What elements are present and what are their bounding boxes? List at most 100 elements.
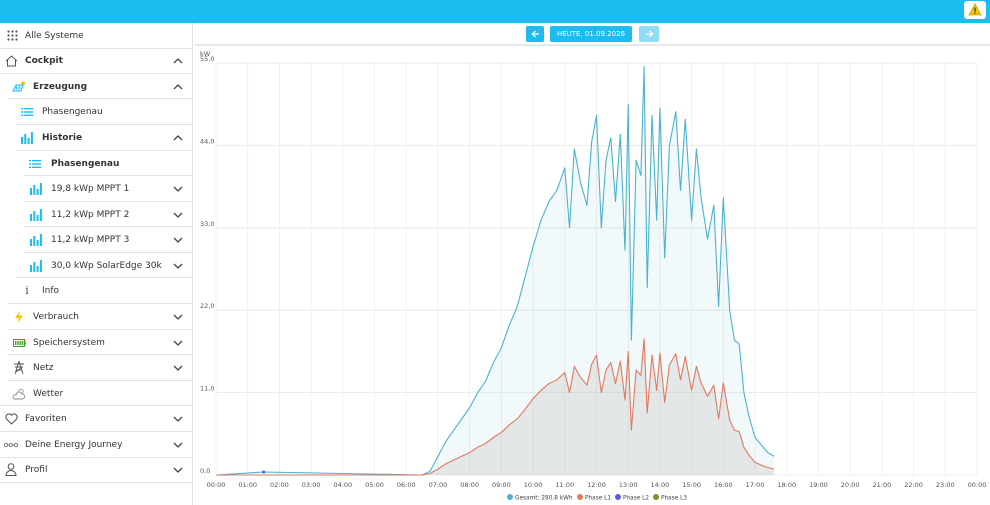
legend-item[interactable]: Phase L3 <box>653 494 687 502</box>
chevron-down-icon[interactable] <box>172 337 184 349</box>
list-icon <box>20 105 34 119</box>
sidebar-item-all-systems[interactable]: Alle Systeme <box>0 23 193 48</box>
chevron-up-icon[interactable] <box>172 132 184 144</box>
x-tick-label: 10:00 <box>524 481 543 489</box>
lightning-icon <box>12 310 26 324</box>
x-tick-label: 13:00 <box>619 481 638 489</box>
legend-item[interactable]: Gesamt: 280,8 kWh <box>507 494 573 502</box>
x-tick-label: 12:00 <box>587 481 606 489</box>
divider <box>16 277 193 278</box>
series-area-phase-l1 <box>216 338 775 475</box>
chevron-down-icon[interactable] <box>172 183 184 195</box>
top-bar <box>0 0 990 23</box>
sidebar-item-phasengenau[interactable]: Phasengenau <box>0 99 193 124</box>
x-tick-label: 05:00 <box>365 481 384 489</box>
y-tick-label: 33,0 <box>200 220 214 228</box>
x-tick-label: 06:00 <box>397 481 416 489</box>
sidebar-item-speichersystem[interactable]: Speichersystem <box>0 330 193 355</box>
y-tick-label: 55,0 <box>200 55 214 63</box>
x-tick-label: 02:00 <box>270 481 289 489</box>
sidebar-item-mppt-1[interactable]: 19,8 kWp MPPT 1 <box>0 176 193 201</box>
x-tick-label: 03:00 <box>302 481 321 489</box>
y-axis-unit: kW <box>200 50 211 58</box>
chart-lines <box>215 66 775 476</box>
date-navigation: HEUTE, 01.09.2026 <box>194 23 990 45</box>
sidebar-item-profil[interactable]: Profil <box>0 457 193 482</box>
sidebar-item-mppt-2[interactable]: 11,2 kWp MPPT 2 <box>0 202 193 227</box>
warning-button[interactable] <box>964 1 986 19</box>
x-tick-label: 18:00 <box>777 481 796 489</box>
x-tick-label: 00:00 <box>968 481 987 489</box>
sidebar-item-solaredge[interactable]: 30,0 kWp SolarEdge 30k <box>0 253 193 278</box>
divider <box>16 124 193 125</box>
power-tower-icon <box>12 361 26 375</box>
x-tick-label: 20:00 <box>841 481 860 489</box>
sidebar-item-historie[interactable]: Historie <box>0 125 193 150</box>
next-day-button[interactable] <box>639 26 659 42</box>
sidebar-item-label: Wetter <box>33 388 64 399</box>
sidebar-item-label: 11,2 kWp MPPT 2 <box>51 209 130 220</box>
date-button[interactable]: HEUTE, 01.09.2026 <box>550 26 632 42</box>
divider <box>0 482 193 483</box>
sidebar-item-energy-journey[interactable]: Deine Energy Journey <box>0 432 193 457</box>
divider <box>8 380 193 381</box>
legend-marker <box>507 494 513 500</box>
chevron-down-icon[interactable] <box>172 260 184 272</box>
prev-day-button[interactable] <box>526 26 544 42</box>
sidebar-item-label: Historie <box>42 132 83 143</box>
x-tick-label: 08:00 <box>460 481 479 489</box>
sidebar-item-label: Phasengenau <box>51 158 120 169</box>
divider <box>194 44 990 46</box>
legend-label: Phase L3 <box>661 496 687 502</box>
divider <box>0 431 193 432</box>
x-axis: 00:00 01:00 02:00 03:00 04:00 05:00 06:00 07:00… <box>207 481 987 489</box>
weather-cloud-icon <box>12 387 26 401</box>
x-tick-label: 04:00 <box>333 481 352 489</box>
chevron-up-icon[interactable] <box>172 81 184 93</box>
sidebar-item-label: Netz <box>33 362 54 373</box>
chevron-up-icon[interactable] <box>172 55 184 67</box>
x-tick-label: 11:00 <box>555 481 574 489</box>
chevron-down-icon[interactable] <box>172 464 184 476</box>
warning-icon <box>968 3 982 16</box>
chevron-down-icon[interactable] <box>172 209 184 221</box>
x-tick-label: 00:00 <box>207 481 226 489</box>
sidebar-item-info[interactable]: i Info <box>0 278 193 303</box>
sidebar-item-label: Deine Energy Journey <box>25 439 123 450</box>
sidebar-item-erzeugung[interactable]: Erzeugung <box>0 74 193 99</box>
sidebar-item-cockpit[interactable]: Cockpit <box>0 48 193 73</box>
sidebar-item-wetter[interactable]: Wetter <box>0 381 193 406</box>
sidebar-item-label: Favoriten <box>25 413 67 424</box>
sidebar-item-label: 30,0 kWp SolarEdge 30k <box>51 260 162 271</box>
user-icon <box>4 463 18 477</box>
home-icon <box>4 54 18 68</box>
sidebar-item-favoriten[interactable]: Favoriten <box>0 406 193 431</box>
chevron-down-icon[interactable] <box>172 234 184 246</box>
legend-label: Phase L1 <box>585 496 611 502</box>
chevron-down-icon[interactable] <box>172 413 184 425</box>
y-tick-label: 0,0 <box>200 467 210 475</box>
sidebar-item-phasengenau-historie[interactable]: Phasengenau <box>0 151 193 176</box>
divider <box>24 175 193 176</box>
chevron-down-icon[interactable] <box>172 311 184 323</box>
chart-legend: Gesamt: 280,8 kWh Phase L1 Phase L2 Phase L… <box>507 494 687 502</box>
bar-chart-icon <box>29 259 43 273</box>
chevron-down-icon[interactable] <box>172 362 184 374</box>
legend-label: Phase L2 <box>623 496 649 502</box>
x-tick-label: 07:00 <box>429 481 448 489</box>
legend-item[interactable]: Phase L1 <box>577 494 611 502</box>
chart-areas <box>216 66 775 475</box>
y-tick-label: 11,0 <box>200 385 214 393</box>
sidebar-item-label: 11,2 kWp MPPT 3 <box>51 234 130 245</box>
chevron-down-icon[interactable] <box>172 439 184 451</box>
sidebar-item-label: Alle Systeme <box>25 30 84 41</box>
sidebar-item-verbrauch[interactable]: Verbrauch <box>0 304 193 329</box>
divider <box>8 98 193 99</box>
sidebar-item-mppt-3[interactable]: 11,2 kWp MPPT 3 <box>0 227 193 252</box>
chart-grid <box>215 62 978 476</box>
bar-chart-icon <box>29 182 43 196</box>
divider <box>24 252 193 253</box>
sidebar-item-netz[interactable]: Netz <box>0 355 193 380</box>
journey-icon <box>4 438 18 452</box>
legend-item[interactable]: Phase L2 <box>615 494 649 502</box>
